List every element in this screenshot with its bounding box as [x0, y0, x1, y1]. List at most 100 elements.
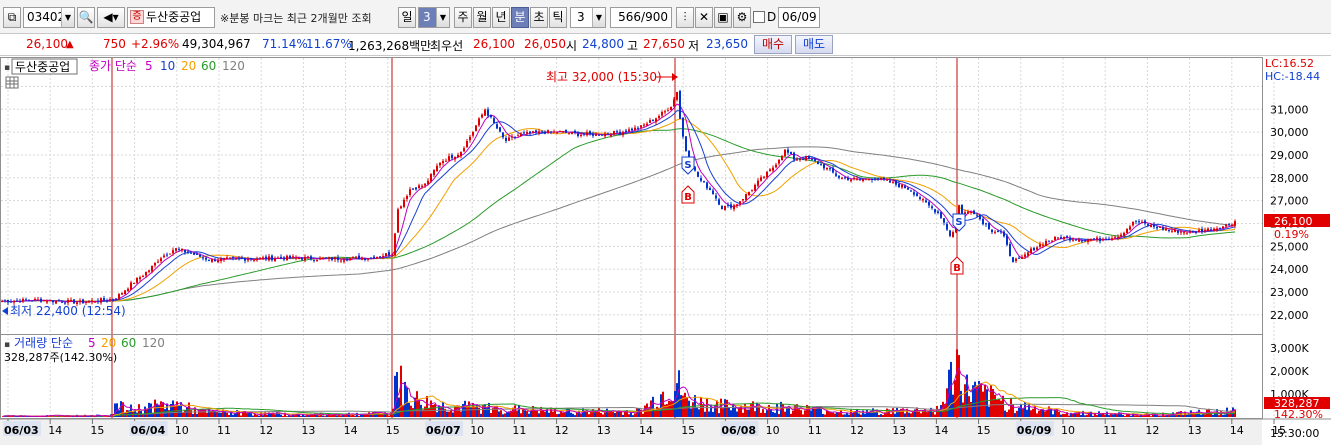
chevron-down-icon[interactable]: ▼	[61, 8, 74, 27]
volume-bar	[768, 405, 770, 417]
date-input[interactable]: 06/09	[778, 7, 820, 28]
volume-bar	[252, 415, 254, 417]
stock-code-input[interactable]: 034020 ▼	[23, 7, 75, 28]
volume-bar	[288, 415, 290, 417]
candle-body	[319, 257, 321, 260]
period-month-button[interactable]: 월	[473, 7, 491, 28]
volume-bar	[158, 405, 160, 417]
candle-body	[334, 257, 336, 260]
candle-body	[1057, 237, 1059, 239]
candle-body	[1156, 227, 1158, 229]
stock-badge: 증	[130, 10, 144, 24]
candle-body	[94, 301, 96, 303]
candle-body	[847, 177, 849, 181]
candle-settings-icon[interactable]: ⫶	[676, 7, 694, 28]
candle-body	[1003, 231, 1005, 237]
sell-signal-marker[interactable]: S	[681, 156, 695, 175]
volume-bar	[970, 402, 972, 417]
speaker-icon[interactable]: ◀▾	[97, 7, 125, 28]
sell-signal-marker[interactable]: S	[952, 213, 966, 232]
volume-bar	[280, 414, 282, 417]
volume-bar	[306, 414, 308, 417]
candle-body	[91, 300, 93, 302]
period-day-count[interactable]: 3 ▼	[418, 7, 450, 28]
candle-body	[949, 230, 951, 236]
volume-bar	[598, 408, 600, 417]
data-count-field[interactable]: 566/900	[610, 7, 672, 28]
volume-bar	[416, 391, 418, 417]
buy-signal-marker[interactable]: B	[950, 256, 964, 275]
volume-bar	[476, 405, 478, 417]
time-tick-label: 15	[1272, 424, 1286, 437]
volume-bar	[274, 414, 276, 417]
volume-bar	[266, 414, 268, 417]
buy-button[interactable]: 매수	[754, 35, 792, 54]
candle-body	[553, 131, 555, 133]
buy-signal-marker[interactable]: B	[681, 185, 695, 204]
volume-bar	[1052, 414, 1054, 417]
volume-bar	[438, 405, 440, 417]
candle-body	[361, 258, 363, 260]
volume-bar	[750, 404, 752, 417]
candle-body	[991, 229, 993, 233]
volume-bar	[1216, 409, 1218, 417]
candle-body	[1012, 257, 1014, 263]
volume-bar	[998, 399, 1000, 417]
volume-bar	[616, 410, 618, 417]
period-day-button[interactable]: 일	[398, 7, 416, 28]
volume-bar	[982, 391, 984, 417]
volume-bar	[918, 411, 920, 417]
volume-bar	[776, 404, 778, 417]
sell-button[interactable]: 매도	[795, 35, 833, 54]
volume-bar	[1094, 413, 1096, 417]
candle-body	[115, 298, 117, 300]
table-icon[interactable]	[5, 76, 19, 89]
chevron-down-icon[interactable]: ▼	[436, 8, 449, 27]
period-second-button[interactable]: 초	[530, 7, 548, 28]
candle-body	[748, 191, 750, 196]
candle-body	[592, 133, 594, 136]
volume-bar	[804, 410, 806, 417]
volume-bar	[742, 412, 744, 417]
volume-bar	[128, 410, 130, 417]
volume-bar	[546, 408, 548, 417]
volume-bar	[336, 415, 338, 417]
volume-bar	[144, 406, 146, 417]
period-minute-button[interactable]: 분	[511, 7, 529, 28]
date-label-bg	[3, 421, 41, 436]
period-year-button[interactable]: 년	[492, 7, 510, 28]
stock-name-field[interactable]: 증 두산중공업	[127, 7, 215, 28]
volume-bar	[1000, 400, 1002, 417]
volume-bar	[680, 395, 682, 417]
gear-icon[interactable]: ⚙	[733, 7, 751, 28]
candle-body	[946, 223, 948, 230]
period-week-button[interactable]: 주	[454, 7, 472, 28]
volume-bar	[134, 410, 136, 417]
chevron-down-icon[interactable]: ▼	[592, 8, 605, 27]
volume-bar	[782, 404, 784, 417]
crosshair-icon[interactable]: ✕	[695, 7, 713, 28]
period-tick-button[interactable]: 틱	[549, 7, 567, 28]
candle-body	[412, 188, 414, 190]
candle-body	[202, 257, 204, 259]
window-icon[interactable]: ⧉	[3, 7, 21, 28]
date-checkbox[interactable]	[753, 11, 765, 23]
candle-body	[355, 256, 357, 258]
volume-bar	[428, 408, 430, 417]
volume-bar	[378, 412, 380, 417]
candle-body	[526, 132, 528, 134]
volume-info: 328,287주(142.30%)	[4, 351, 117, 364]
volume-bar	[576, 412, 578, 417]
volume-bar	[622, 414, 624, 417]
price-chart[interactable]: 31,00030,00029,00028,00027,00026,00025,0…	[0, 57, 1331, 445]
volume-bar	[358, 415, 360, 417]
legend-ma-title: 종가 단순	[89, 59, 137, 73]
current-price-tag-text: 26,100	[1274, 215, 1313, 228]
volume-bar	[1060, 414, 1062, 417]
search-icon[interactable]: 🔍	[77, 7, 95, 28]
interval-select[interactable]: 3 ▼	[570, 7, 606, 28]
low-label: 저	[688, 39, 700, 53]
save-icon[interactable]: ▣	[714, 7, 732, 28]
volume-bar	[152, 413, 154, 417]
